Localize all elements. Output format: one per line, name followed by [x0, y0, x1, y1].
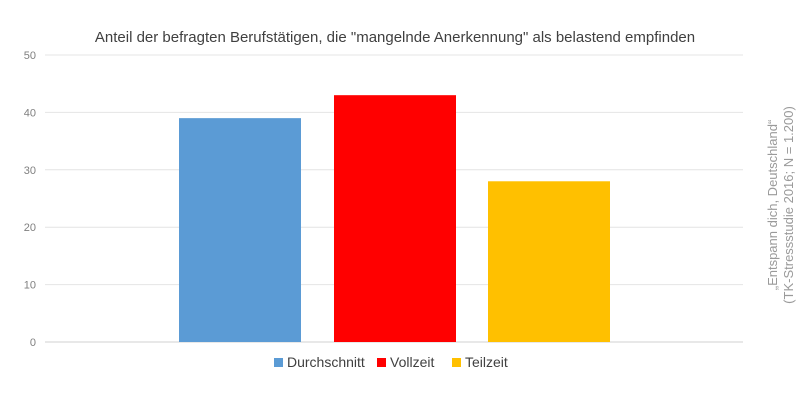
y-tick-label: 50: [24, 50, 36, 62]
source-note: „Entspann dich, Deutschland“ (TK-Stresss…: [765, 106, 796, 304]
legend-label: Vollzeit: [390, 354, 434, 370]
y-tick-label: 0: [30, 337, 36, 349]
bar-vollzeit: [334, 95, 456, 343]
y-tick-label: 40: [24, 107, 36, 119]
legend-item-vollzeit: Vollzeit: [377, 354, 434, 370]
source-line-1: „Entspann dich, Deutschland“: [765, 120, 780, 291]
legend-swatch: [452, 358, 461, 367]
bars: [179, 95, 610, 343]
y-tick-label: 30: [24, 165, 36, 177]
legend-label: Durchschnitt: [287, 354, 365, 370]
y-axis: 0 10 20 30 40 50: [24, 50, 36, 349]
y-tick-label: 20: [24, 222, 36, 234]
legend-swatch: [377, 358, 386, 367]
legend-item-durchschnitt: Durchschnitt: [274, 354, 365, 370]
legend: Durchschnitt Vollzeit Teilzeit: [274, 354, 508, 370]
bar-durchschnitt: [179, 118, 301, 342]
legend-swatch: [274, 358, 283, 367]
y-tick-label: 10: [24, 280, 36, 292]
legend-item-teilzeit: Teilzeit: [452, 354, 508, 370]
chart-title: Anteil der befragten Berufstätigen, die …: [95, 29, 695, 46]
source-line-2: (TK-Stressstudie 2016; N = 1.200): [781, 106, 796, 304]
bar-teilzeit: [488, 181, 610, 342]
legend-label: Teilzeit: [465, 354, 508, 370]
